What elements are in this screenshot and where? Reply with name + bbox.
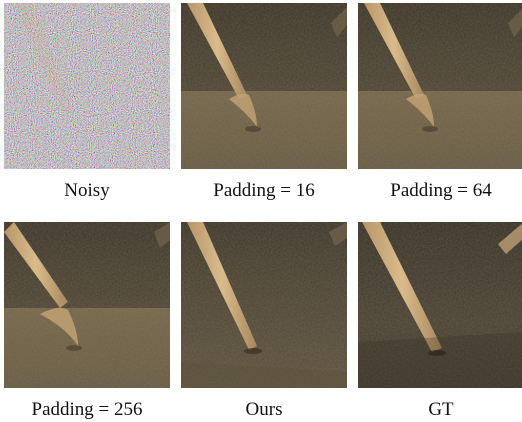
padding-64-image: [358, 3, 522, 169]
caption-padding-256: Padding = 256: [31, 399, 143, 420]
caption-padding-64: Padding = 64: [390, 180, 492, 201]
caption-gt: GT: [428, 399, 454, 420]
padding-16-image: [181, 3, 347, 169]
noisy-image: [4, 3, 170, 169]
gt-image: [358, 222, 522, 388]
caption-padding-16: Padding = 16: [213, 180, 315, 201]
padding-256-image: [4, 222, 170, 388]
caption-noisy: Noisy: [64, 180, 110, 201]
ours-image: [181, 222, 347, 388]
caption-ours: Ours: [245, 399, 283, 420]
